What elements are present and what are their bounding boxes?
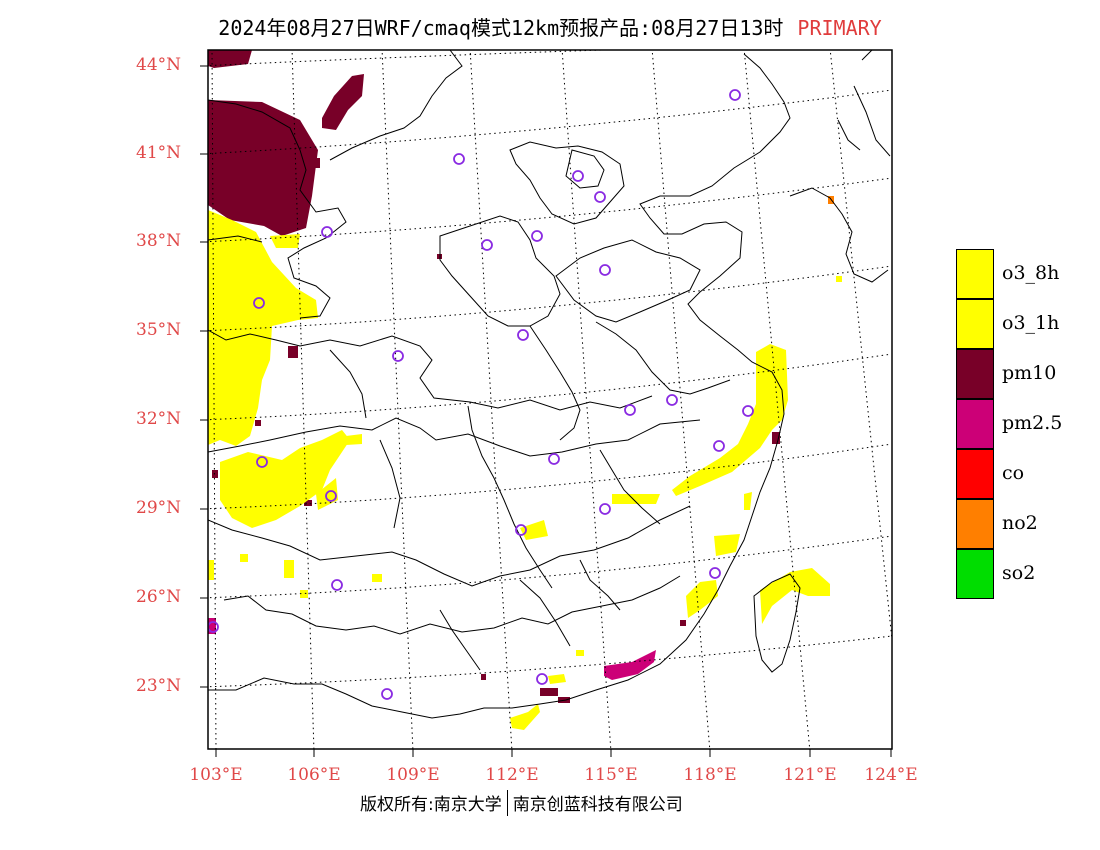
lat-label-32: 32°N bbox=[136, 409, 182, 429]
legend-swatch-o3-1h bbox=[956, 299, 994, 349]
lat-label-35: 35°N bbox=[136, 320, 182, 340]
legend-label-pm10: pm10 bbox=[1002, 362, 1057, 384]
lat-label-44: 44°N bbox=[136, 55, 182, 75]
lon-label-112: 112°E bbox=[485, 765, 539, 785]
legend-swatch-co bbox=[956, 449, 994, 499]
legend-label-o3-1h: o3_1h bbox=[1002, 312, 1060, 334]
lon-label-118: 118°E bbox=[683, 765, 737, 785]
lon-label-121: 121°E bbox=[783, 765, 837, 785]
primary-label: PRIMARY bbox=[797, 16, 882, 40]
map-frame bbox=[207, 49, 893, 750]
legend-label-no2: no2 bbox=[1002, 512, 1038, 534]
graticule bbox=[208, 50, 892, 749]
legend-swatch-so2 bbox=[956, 549, 994, 599]
legend-label-co: co bbox=[1002, 462, 1025, 484]
lon-label-103: 103°E bbox=[189, 765, 243, 785]
lat-label-41: 41°N bbox=[136, 143, 182, 163]
title-text: 2024年08月27日WRF/cmaq模式12km预报产品:08月27日13时 bbox=[218, 16, 784, 40]
lat-label-29: 29°N bbox=[136, 498, 182, 518]
legend-swatch-o3-8h bbox=[956, 249, 994, 299]
lat-label-38: 38°N bbox=[136, 231, 182, 251]
legend-label-pm25: pm2.5 bbox=[1002, 412, 1063, 434]
lat-label-23: 23°N bbox=[136, 676, 182, 696]
pm25-region bbox=[208, 618, 656, 680]
lon-label-124: 124°E bbox=[864, 765, 918, 785]
lon-label-115: 115°E bbox=[584, 765, 638, 785]
monitoring-stations bbox=[208, 89, 754, 700]
axis-ticks bbox=[200, 65, 892, 757]
copyright-footer: 版权所有:南京大学 南京创蓝科技有限公司 bbox=[360, 790, 683, 816]
company-text: 南京创蓝科技有限公司 bbox=[512, 795, 683, 815]
lon-label-106: 106°E bbox=[287, 765, 341, 785]
legend-swatch-pm25 bbox=[956, 399, 994, 449]
legend-swatch-pm10 bbox=[956, 349, 994, 399]
boundaries bbox=[208, 50, 891, 719]
o3-region bbox=[208, 210, 842, 730]
legend-label-so2: so2 bbox=[1002, 562, 1036, 584]
legend-label-o3-8h: o3_8h bbox=[1002, 262, 1060, 284]
footer-divider bbox=[506, 790, 508, 816]
figure-title: 2024年08月27日WRF/cmaq模式12km预报产品:08月27日13时 P… bbox=[0, 12, 1100, 41]
lon-label-109: 109°E bbox=[386, 765, 440, 785]
copyright-text: 版权所有:南京大学 bbox=[360, 795, 502, 815]
lat-label-26: 26°N bbox=[136, 587, 182, 607]
legend-swatch-no2 bbox=[956, 499, 994, 549]
